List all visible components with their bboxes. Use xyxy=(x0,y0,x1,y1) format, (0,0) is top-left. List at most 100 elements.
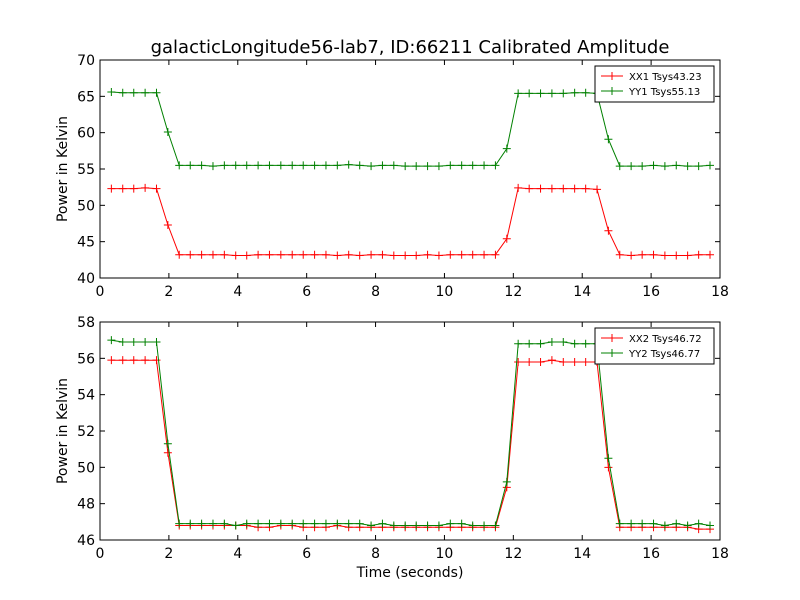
data-point xyxy=(107,356,116,365)
data-point xyxy=(254,519,263,528)
x-tick-label: 4 xyxy=(233,284,242,300)
data-point xyxy=(672,251,681,260)
data-point xyxy=(163,448,172,457)
data-point xyxy=(152,88,161,97)
data-point xyxy=(581,184,590,193)
data-point xyxy=(706,250,715,259)
data-point xyxy=(446,161,455,170)
legend-box xyxy=(594,65,715,103)
data-point xyxy=(288,161,297,170)
data-point xyxy=(480,521,489,530)
data-point xyxy=(491,250,500,259)
data-point xyxy=(321,519,330,528)
data-point xyxy=(129,356,138,365)
data-point xyxy=(660,162,669,171)
data-point xyxy=(220,161,229,170)
data-point xyxy=(129,337,138,346)
data-point xyxy=(107,184,116,193)
data-point xyxy=(344,250,353,259)
series-line-0-1 xyxy=(111,91,711,167)
data-point xyxy=(254,161,263,170)
x-tick-label: 6 xyxy=(302,284,311,300)
data-point xyxy=(559,184,568,193)
data-point xyxy=(514,357,523,366)
data-point xyxy=(355,161,364,170)
data-point xyxy=(208,519,217,528)
data-point xyxy=(683,162,692,171)
data-point xyxy=(502,144,511,153)
data-point xyxy=(547,337,556,346)
x-tick-label: 10 xyxy=(436,546,454,562)
data-point xyxy=(423,250,432,259)
data-point xyxy=(333,161,342,170)
data-point xyxy=(525,184,534,193)
data-point xyxy=(525,339,534,348)
legend-label: YY1 Tsys55.13 xyxy=(628,87,700,98)
data-point xyxy=(175,161,184,170)
y-tick-label: 45 xyxy=(77,235,95,251)
data-point xyxy=(627,251,636,260)
data-point xyxy=(604,463,613,472)
data-point xyxy=(468,250,477,259)
y-tick-label: 60 xyxy=(77,126,95,142)
y-tick-label: 70 xyxy=(77,53,95,69)
data-point xyxy=(401,521,410,530)
data-point xyxy=(457,161,466,170)
data-point xyxy=(468,521,477,530)
data-point xyxy=(434,521,443,530)
data-point xyxy=(197,161,206,170)
data-point xyxy=(649,519,658,528)
data-point xyxy=(649,250,658,259)
data-point xyxy=(299,250,308,259)
data-point xyxy=(491,161,500,170)
data-point xyxy=(344,519,353,528)
legend: XX1 Tsys43.23 YY1 Tsys55.13 xyxy=(594,65,715,103)
data-point xyxy=(502,234,511,243)
data-point xyxy=(491,521,500,530)
data-point xyxy=(514,339,523,348)
data-point xyxy=(593,185,602,194)
data-point xyxy=(355,251,364,260)
series-line-0-0 xyxy=(111,187,710,257)
data-point xyxy=(310,250,319,259)
data-point xyxy=(559,337,568,346)
data-point xyxy=(118,88,127,97)
data-point xyxy=(152,356,161,365)
x-tick-label: 0 xyxy=(96,284,105,300)
data-point xyxy=(299,519,308,528)
data-point xyxy=(694,250,703,259)
data-point xyxy=(570,339,579,348)
top-panel: 0 2 4 6 8 10 12 14 16 18 40 45 50 55 60 65 70 Power in Ke… xyxy=(55,53,729,300)
data-point xyxy=(107,87,116,96)
data-point xyxy=(378,250,387,259)
y-tick-label: 55 xyxy=(77,162,95,178)
y-tick-label: 65 xyxy=(77,89,95,105)
data-point xyxy=(288,250,297,259)
data-point xyxy=(118,356,127,365)
data-point xyxy=(581,88,590,97)
x-axis-label: Time (seconds) xyxy=(356,565,464,581)
data-point xyxy=(706,161,715,170)
data-point xyxy=(129,184,138,193)
data-point xyxy=(208,162,217,171)
data-point xyxy=(141,337,150,346)
data-point xyxy=(604,454,613,463)
x-tick-label: 12 xyxy=(504,284,522,300)
data-point xyxy=(344,160,353,169)
data-point xyxy=(242,251,251,260)
x-tick-label: 6 xyxy=(302,546,311,562)
data-point xyxy=(220,250,229,259)
data-point xyxy=(581,339,590,348)
y-tick-label: 52 xyxy=(77,424,95,440)
data-point xyxy=(502,477,511,486)
data-point xyxy=(672,519,681,528)
data-point xyxy=(412,162,421,171)
legend-marker xyxy=(608,334,616,342)
data-point xyxy=(231,521,240,530)
data-point xyxy=(672,161,681,170)
data-point xyxy=(152,184,161,193)
data-point xyxy=(683,251,692,260)
data-point xyxy=(197,250,206,259)
legend-label: XX2 Tsys46.72 xyxy=(629,334,702,345)
